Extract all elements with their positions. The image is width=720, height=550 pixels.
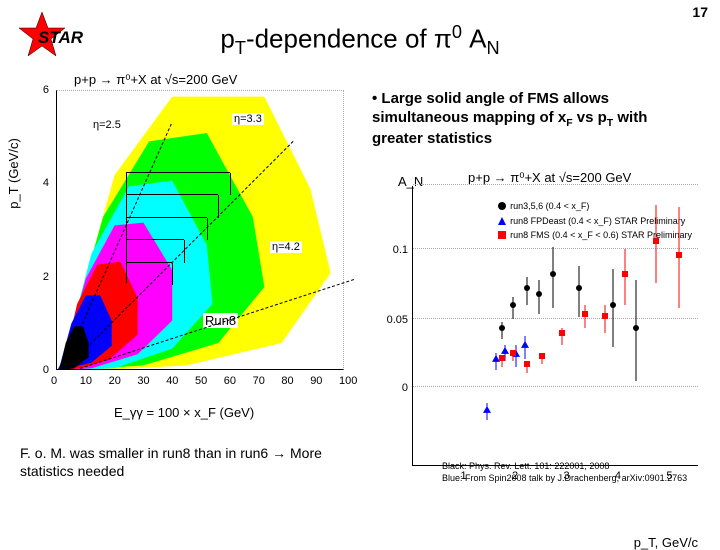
data-point	[602, 313, 608, 319]
error-bar	[538, 280, 539, 314]
x-tick: 10	[80, 375, 92, 387]
gridline	[413, 318, 698, 319]
legend-marker	[498, 202, 506, 210]
left-y-label: p_T (GeV/c)	[6, 138, 21, 209]
data-point	[550, 271, 556, 277]
right-x-label: p_T, GeV/c	[634, 535, 698, 550]
data-point	[524, 285, 530, 291]
x-tick: 60	[224, 375, 236, 387]
cite-blue: Blue: From Spin2008 talk by J.Drachenber…	[442, 472, 692, 484]
data-point	[622, 271, 628, 277]
eta-label-3: η=4.2	[270, 241, 302, 253]
data-point	[521, 341, 529, 348]
x-tick: 80	[281, 375, 293, 387]
data-point	[536, 291, 542, 297]
eta-label-2: η=3.3	[232, 113, 264, 125]
legend: run3,5,6 (0.4 < x_F) run8 FPDeast (0.4 < …	[498, 200, 692, 244]
step-line	[230, 173, 231, 195]
data-point	[653, 238, 659, 244]
x-tick: 70	[253, 375, 265, 387]
left-plot-title: p+p → π⁰+X at √s=200 GeV	[74, 72, 237, 88]
data-point	[582, 311, 588, 317]
y-tick: 6	[43, 84, 49, 96]
left-plot-frame: Run8 η=2.5 η=3.3 η=4.2 02460102030405060…	[56, 90, 344, 370]
data-point	[499, 355, 505, 361]
step-line	[126, 194, 218, 195]
x-tick: 100	[339, 375, 357, 387]
legend-row: run3,5,6 (0.4 < x_F)	[498, 200, 692, 213]
y-tick: 0.05	[387, 314, 408, 326]
data-point	[510, 350, 516, 356]
legend-text: run8 FMS (0.4 < x_F < 0.6) STAR Prelimin…	[510, 229, 692, 242]
slide-title: pT-dependence of π0 AN	[220, 22, 499, 59]
gridline	[413, 184, 698, 185]
step-line	[126, 239, 184, 240]
y-tick: 4	[43, 177, 49, 189]
legend-row: run8 FPDeast (0.4 < x_F) STAR Preliminar…	[498, 215, 692, 228]
data-point	[483, 406, 491, 413]
y-tick: 0	[402, 382, 408, 394]
cite-note: Black: Phys. Rev. Lett. 101: 222001, 200…	[442, 460, 692, 484]
x-tick: 40	[166, 375, 178, 387]
bullet-text: • Large solid angle of FMS allows simult…	[372, 90, 702, 149]
x-tick: 50	[195, 375, 207, 387]
left-x-label: E_γγ = 100 × x_F (GeV)	[114, 405, 254, 420]
x-tick: 90	[310, 375, 322, 387]
x-tick: 0	[51, 375, 57, 387]
error-bar	[604, 305, 605, 333]
heatmap	[57, 91, 343, 369]
legend-text: run8 FPDeast (0.4 < x_F) STAR Preliminar…	[510, 215, 685, 228]
right-plot: A_N p+p → π⁰+X at √s=200 GeV run3,5,6 (0…	[378, 176, 708, 506]
data-point	[501, 347, 509, 354]
legend-marker	[498, 217, 506, 225]
error-bar	[513, 297, 514, 319]
step-line	[207, 218, 208, 240]
star-logo: STAR	[14, 10, 70, 60]
step-line	[126, 172, 230, 173]
data-point	[676, 252, 682, 258]
step-line	[218, 195, 219, 217]
cite-black: Black: Phys. Rev. Lett. 101: 222001, 200…	[442, 460, 692, 472]
step-line	[126, 262, 172, 263]
data-point	[559, 330, 565, 336]
y-tick: 2	[43, 271, 49, 283]
x-tick: 30	[137, 375, 149, 387]
y-tick: 0.1	[393, 244, 408, 256]
legend-text: run3,5,6 (0.4 < x_F)	[510, 200, 589, 213]
right-plot-frame: run3,5,6 (0.4 < x_F) run8 FPDeast (0.4 < …	[412, 186, 698, 466]
x-tick: 20	[109, 375, 121, 387]
data-point	[576, 285, 582, 291]
data-point	[499, 325, 505, 331]
gridline	[413, 386, 698, 387]
error-bar	[584, 305, 585, 327]
page-number: 17	[692, 4, 708, 20]
error-bar	[624, 249, 625, 305]
error-bar	[527, 277, 528, 305]
data-point	[539, 353, 545, 359]
data-point	[510, 302, 516, 308]
legend-row: run8 FMS (0.4 < x_F < 0.6) STAR Prelimin…	[498, 229, 692, 242]
step-line	[126, 217, 207, 218]
step-line	[184, 240, 185, 262]
error-bar	[553, 247, 554, 309]
step-line	[172, 263, 173, 285]
star-text: STAR	[38, 28, 83, 48]
data-point	[524, 361, 530, 367]
error-bar	[578, 266, 579, 316]
left-plot: p+p → π⁰+X at √s=200 GeV p_T (GeV/c) Run…	[14, 76, 364, 396]
bottom-note: F. o. M. was smaller in run8 than in run…	[20, 444, 360, 480]
data-point	[610, 302, 616, 308]
legend-marker	[498, 231, 506, 239]
data-point	[633, 325, 639, 331]
y-tick: 0	[43, 364, 49, 376]
eta-label-1: η=2.5	[91, 119, 123, 131]
error-bar	[613, 269, 614, 347]
